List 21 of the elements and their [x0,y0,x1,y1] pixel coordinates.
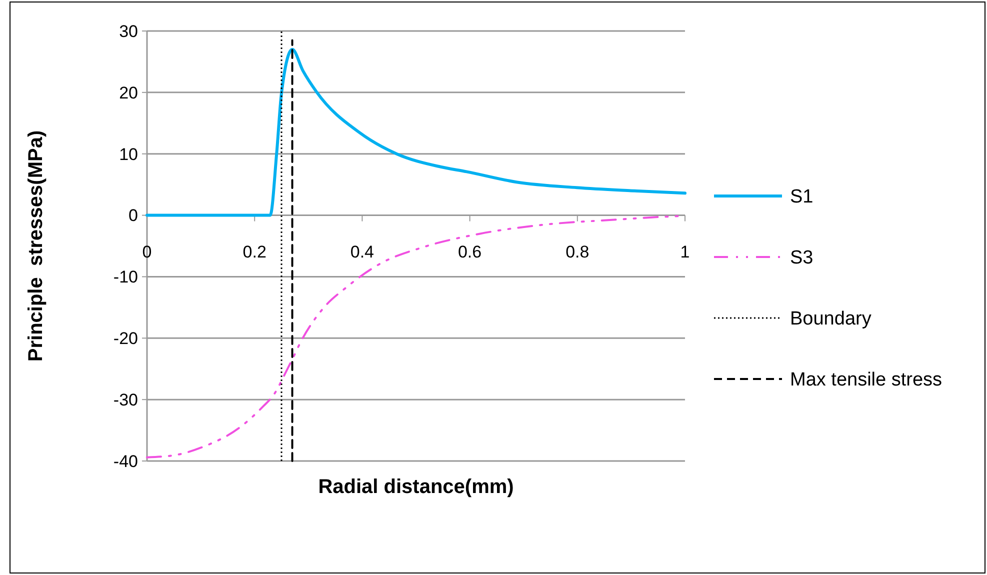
line-series [146,48,686,217]
x-tick-label: 0.6 [458,242,482,262]
legend-label: Max tensile stress [790,370,942,391]
legend-label: Boundary [790,308,872,330]
x-tick-label: 0.4 [350,242,374,262]
y-tick-label: -40 [113,452,138,471]
x-tick-label: 1 [680,242,690,262]
y-tick-label: -30 [113,390,138,410]
y-tick-label: -20 [113,329,138,348]
x-tick-label: 0.2 [242,242,266,262]
x-axis-title: Radial distance(mm) [318,476,514,498]
y-tick-label: 20 [119,83,138,102]
y-tick-label: -10 [113,268,138,287]
x-tick-label: 0.8 [566,242,590,262]
legend-label: S1 [790,186,814,208]
legend-label: S3 [790,248,814,269]
y-axis-title: Principle stresses(MPa) [25,130,47,362]
y-tick-label: 30 [119,22,138,41]
y-tick-label: 0 [128,206,138,226]
x-tick-label: 0 [142,242,152,262]
y-tick-label: 10 [119,144,138,164]
